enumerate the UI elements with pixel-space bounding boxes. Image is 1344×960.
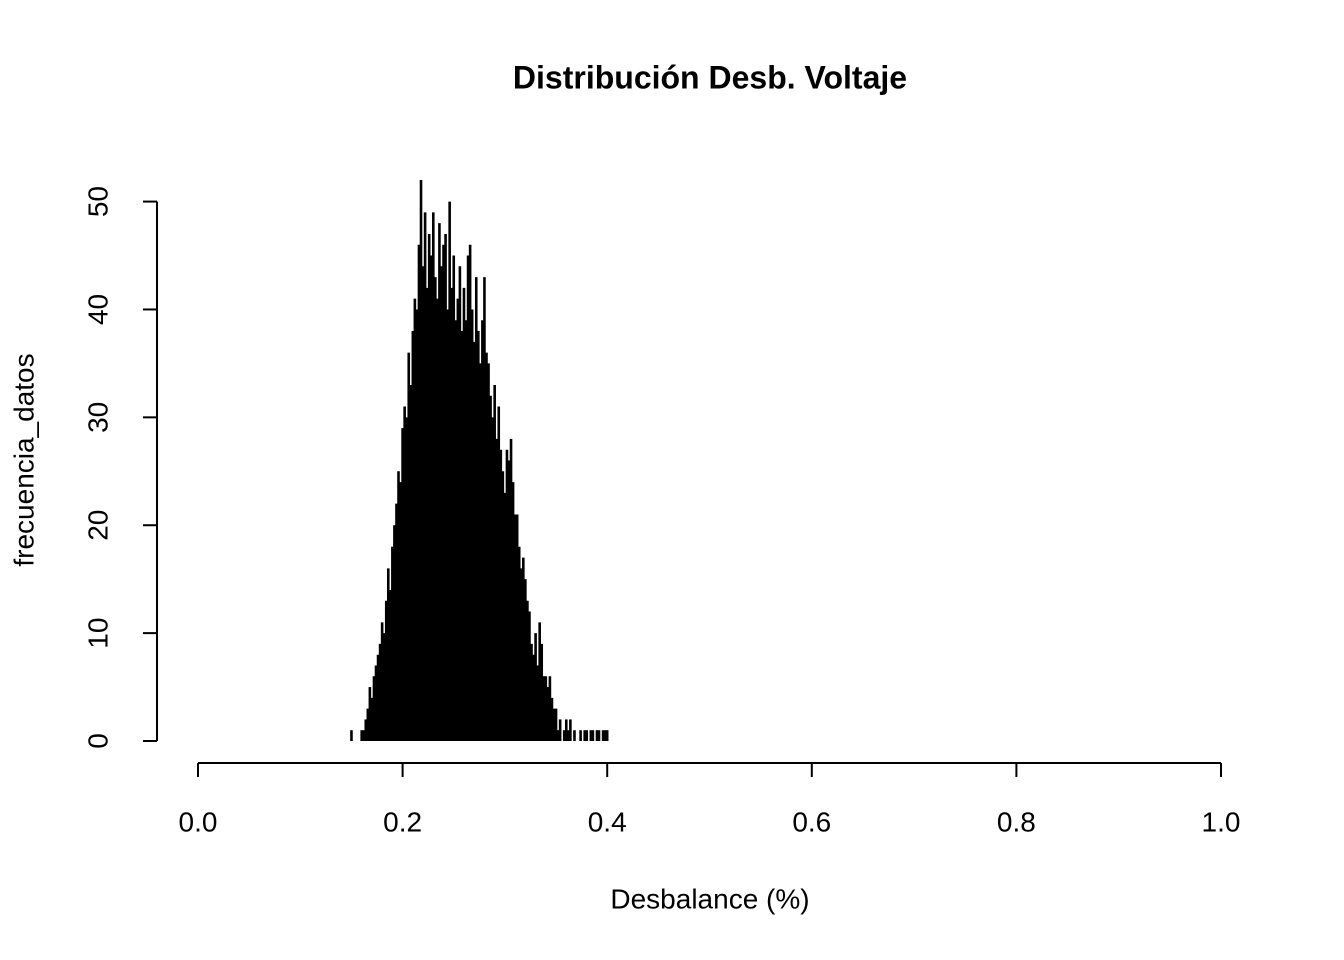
chart-title: Distribución Desb. Voltaje [513,59,907,95]
x-tick-label: 0.8 [997,806,1036,837]
y-axis-label: frecuencia_datos [8,353,39,566]
y-tick-label: 20 [82,510,113,541]
x-tick-label: 0.4 [588,806,627,837]
x-tick-label: 0.0 [179,806,218,837]
y-tick-label: 0 [82,733,113,749]
y-tick-label: 10 [82,618,113,649]
y-tick-label: 40 [82,294,113,325]
y-tick-label: 30 [82,402,113,433]
x-axis-label: Desbalance (%) [610,883,809,914]
x-tick-label: 1.0 [1202,806,1241,837]
y-tick-label: 50 [82,186,113,217]
x-tick-label: 0.2 [383,806,422,837]
x-tick-label: 0.6 [792,806,831,837]
